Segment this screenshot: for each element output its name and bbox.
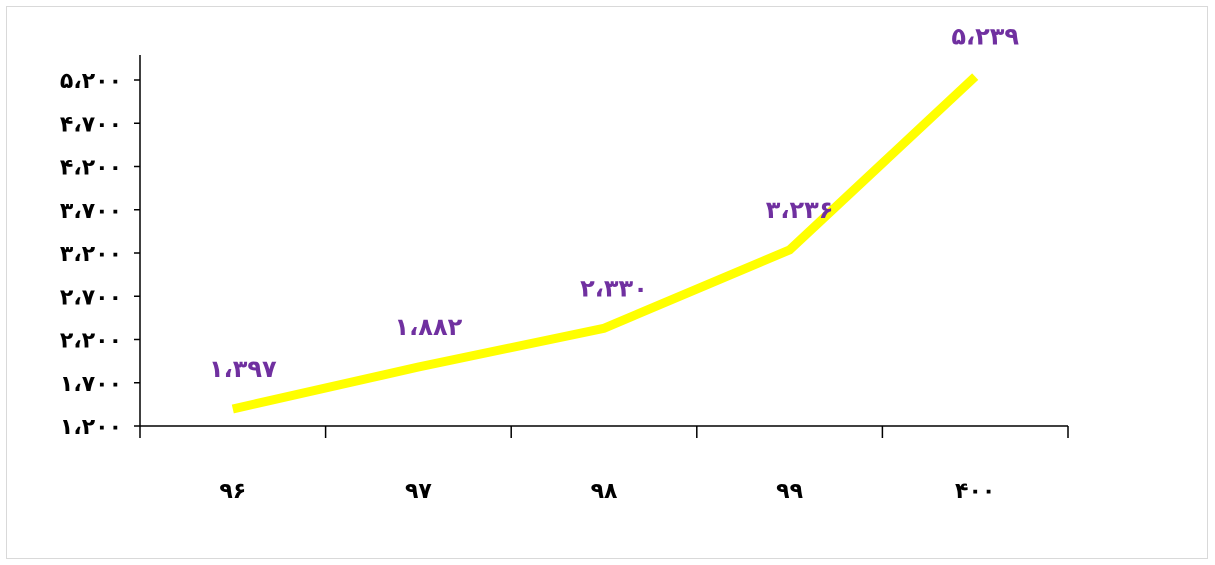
- y-tick-label: ۲،۷۰۰: [60, 285, 122, 310]
- series-line: [231, 73, 979, 414]
- y-tick-label: ۱،۲۰۰: [60, 415, 122, 440]
- x-tick-label: ۹۶: [219, 479, 246, 504]
- y-tick-label: ۳،۷۰۰: [60, 199, 122, 224]
- y-tick-label: ۳،۲۰۰: [60, 242, 122, 267]
- data-label: ۱،۸۸۲: [395, 313, 463, 341]
- x-tick-label: ۴۰۰: [955, 479, 995, 504]
- y-tick-label: ۱،۷۰۰: [60, 372, 122, 397]
- x-tick-label: ۹۸: [591, 479, 618, 504]
- y-tick-label: ۵،۲۰۰: [60, 69, 122, 94]
- x-tick-label: ۹۹: [776, 479, 803, 504]
- y-tick-label: ۴،۲۰۰: [60, 156, 122, 181]
- data-label: ۵،۲۳۹: [951, 23, 1019, 51]
- y-tick-label: ۴،۷۰۰: [60, 112, 122, 137]
- data-label: ۳،۲۳۶: [766, 196, 834, 224]
- data-label: ۲،۳۳۰: [580, 274, 648, 302]
- x-tick-label: ۹۷: [405, 479, 432, 504]
- data-label: ۱،۳۹۷: [209, 355, 277, 383]
- chart-frame: [6, 6, 1208, 559]
- y-tick-label: ۲،۲۰۰: [60, 329, 122, 354]
